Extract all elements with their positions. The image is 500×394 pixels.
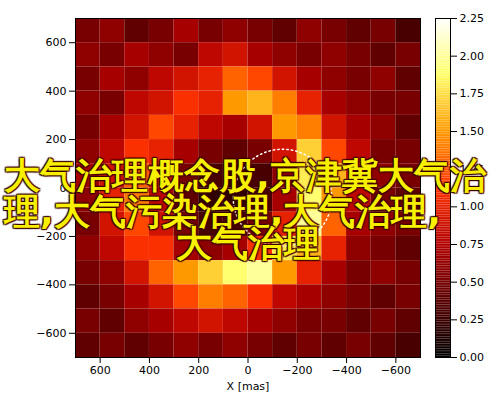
svg-text:0.50: 0.50 <box>460 276 485 289</box>
html-text:理,大气污染治理,大气治理,: 理,大气污染治理,大气治理, <box>4 191 441 232</box>
svg-text:−200: −200 <box>36 230 66 243</box>
svg-text:2.25: 2.25 <box>460 12 485 25</box>
svg-text:400: 400 <box>46 85 67 98</box>
html-text:大气治理: 大气治理 <box>176 223 320 264</box>
svg-text:1.00: 1.00 <box>460 200 485 213</box>
svg-text:−200: −200 <box>282 364 312 377</box>
svg-text:0.75: 0.75 <box>460 238 485 251</box>
svg-text:200: 200 <box>188 364 209 377</box>
svg-text:−400: −400 <box>331 364 361 377</box>
svg-text:0.00: 0.00 <box>460 351 485 364</box>
svg-text:0.25: 0.25 <box>460 313 485 326</box>
svg-text:2.00: 2.00 <box>460 50 485 63</box>
svg-text:X [mas]: X [mas] <box>227 380 270 393</box>
svg-text:1.50: 1.50 <box>460 125 485 138</box>
svg-text:−600: −600 <box>381 364 411 377</box>
svg-text:600: 600 <box>46 36 67 49</box>
html-text:大气治理概念股,京津冀大气治: 大气治理概念股,京津冀大气治 <box>4 155 486 196</box>
svg-text:−600: −600 <box>36 327 66 340</box>
svg-text:0: 0 <box>245 364 252 377</box>
svg-text:200: 200 <box>46 133 67 146</box>
svg-text:400: 400 <box>139 364 160 377</box>
svg-text:600: 600 <box>90 364 111 377</box>
svg-text:1.75: 1.75 <box>460 87 485 100</box>
svg-text:−400: −400 <box>36 278 66 291</box>
